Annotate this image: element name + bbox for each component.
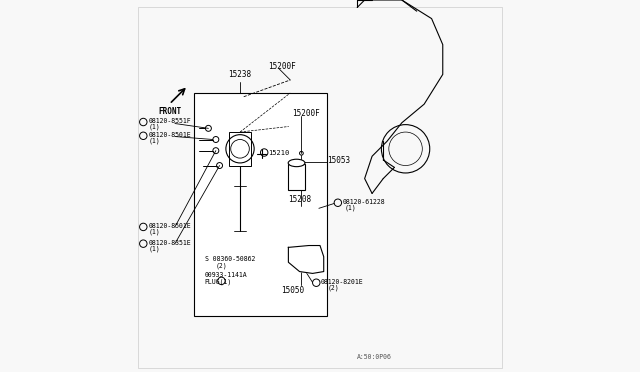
Text: 00933-1141A: 00933-1141A (205, 272, 247, 278)
Text: 15210: 15210 (268, 150, 289, 156)
Text: 08120-8501E: 08120-8501E (148, 223, 191, 229)
Text: (1): (1) (148, 137, 160, 144)
Polygon shape (289, 246, 324, 273)
Text: (1): (1) (148, 228, 160, 235)
Text: (2): (2) (216, 263, 227, 269)
Text: A:50:0P06: A:50:0P06 (357, 354, 392, 360)
Text: 08120-8351E: 08120-8351E (148, 240, 191, 246)
Bar (229, 132, 251, 166)
Text: 15050: 15050 (281, 286, 304, 295)
Bar (193, 93, 328, 316)
Text: (1): (1) (148, 123, 160, 130)
Text: 15238: 15238 (228, 70, 252, 79)
Text: 15053: 15053 (328, 156, 351, 165)
Text: (2): (2) (328, 284, 339, 291)
Text: (1): (1) (344, 204, 356, 211)
Text: S 08360-50862: S 08360-50862 (205, 256, 255, 262)
Ellipse shape (288, 159, 305, 167)
Text: PLUG(1): PLUG(1) (205, 279, 232, 285)
Text: 15200F: 15200F (292, 109, 320, 118)
Text: 08120-61228: 08120-61228 (342, 199, 385, 205)
Text: (1): (1) (148, 245, 160, 252)
Text: 08120-8551F: 08120-8551F (148, 118, 191, 124)
Text: FRONT: FRONT (158, 107, 181, 116)
Text: 15200F: 15200F (268, 62, 296, 71)
Text: 08120-8501E: 08120-8501E (148, 132, 191, 138)
Text: 08120-8201E: 08120-8201E (321, 279, 364, 285)
Bar (289, 164, 305, 190)
Text: 15208: 15208 (289, 195, 312, 203)
